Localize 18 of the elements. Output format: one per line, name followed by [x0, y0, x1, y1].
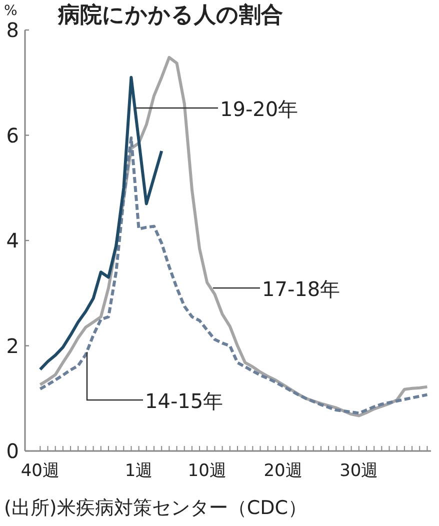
y-tick-label: 0: [6, 439, 19, 463]
y-tick-label: 2: [6, 334, 19, 358]
y-tick-label: 6: [6, 123, 19, 148]
x-tick-label: 1週: [124, 461, 153, 481]
title: 病院にかかる人の割合: [58, 3, 283, 28]
x-tick-label: 30週: [340, 461, 378, 481]
annotation: (出所)米疾病対策センター（CDC）: [4, 497, 307, 519]
y-tick-label: 8: [6, 18, 19, 42]
ylabel: %: [4, 3, 18, 19]
text: 17-18年: [262, 277, 340, 301]
x-tick-label: 20週: [264, 461, 302, 481]
line-series: [38, 76, 164, 371]
series-label: 14-15年: [145, 389, 224, 413]
x-tick-label: 40週: [20, 461, 60, 481]
x-tick-label: 10週: [188, 461, 226, 481]
y-tick-label: 4: [6, 228, 19, 252]
text: 19-20年: [220, 97, 298, 121]
line-series: [38, 136, 429, 415]
